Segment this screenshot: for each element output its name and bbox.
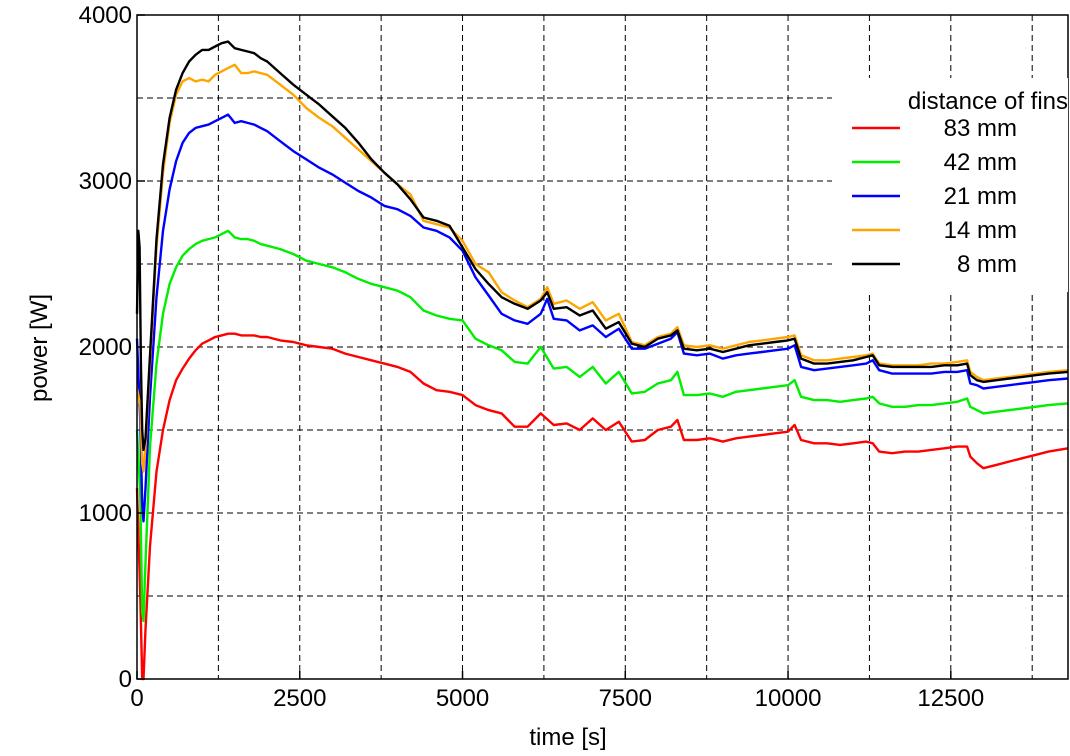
x-tick-label: 0: [130, 685, 143, 712]
legend-label: 42 mm: [944, 149, 1017, 176]
legend-title: distance of fins: [908, 88, 1068, 115]
x-tick-label: 5000: [436, 685, 489, 712]
legend-items: 83 mm 42 mm 21 mm 14 mm 8 mm: [852, 115, 1017, 278]
y-axis-label: power [W]: [26, 294, 53, 402]
y-tick-label: 2000: [79, 334, 132, 361]
legend-background: [832, 78, 1068, 292]
legend-label: 21 mm: [944, 183, 1017, 210]
legend-label: 83 mm: [944, 115, 1017, 142]
y-tick-label: 0: [119, 666, 132, 693]
series-line-8-mm: [135, 40, 1069, 452]
series-line-83-mm: [135, 332, 1069, 681]
series-line-42-mm: [135, 229, 1069, 623]
y-tick-label: 1000: [79, 500, 132, 527]
legend-label: 8 mm: [957, 251, 1017, 278]
x-tick-label: 2500: [273, 685, 326, 712]
legend-label: 14 mm: [944, 217, 1017, 244]
plot-frame: [136, 14, 1069, 680]
x-tick-label: 12500: [917, 685, 984, 712]
series-lines: [135, 40, 1069, 681]
series-line-14-mm: [135, 63, 1069, 473]
y-tick-label: 4000: [79, 2, 132, 29]
x-axis-label: time [s]: [529, 724, 606, 751]
x-tick-label: 7500: [599, 685, 652, 712]
x-tick-label: 10000: [755, 685, 822, 712]
x-tick-labels: 0 2500 5000 7500 10000 12500: [130, 685, 984, 712]
series-line-21-mm: [135, 113, 1069, 523]
y-tick-label: 3000: [79, 168, 132, 195]
y-tick-labels: 0 1000 2000 3000 4000: [79, 2, 132, 693]
legend: distance of fins 83 mm 42 mm 21 mm 14 mm 8 m…: [832, 78, 1068, 292]
